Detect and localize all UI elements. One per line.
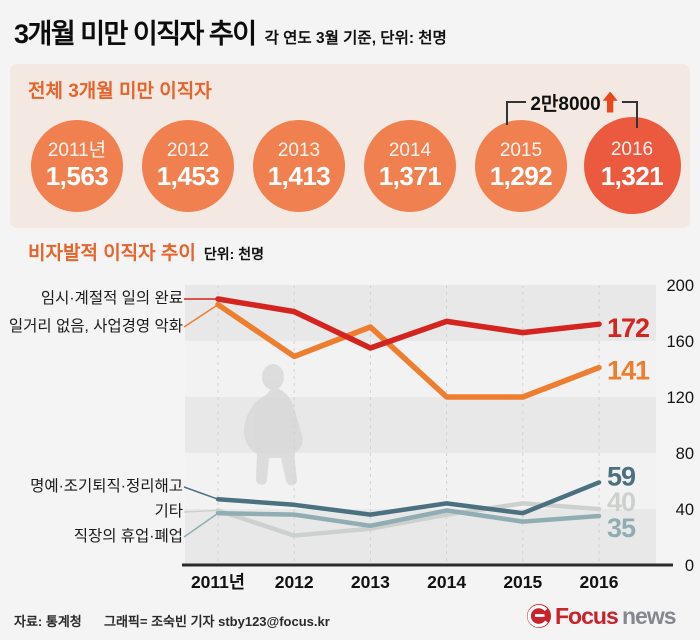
circle-year: 2013 — [277, 139, 321, 161]
source-text: 자료: 통계청 — [14, 614, 82, 629]
logo-icon — [527, 604, 551, 628]
x-tick-label: 2016 — [580, 572, 619, 592]
series-line-4 — [215, 508, 602, 529]
page-title: 3개월 미만 이직자 추이 — [14, 19, 257, 49]
x-tick-label: 2011년 — [191, 572, 245, 592]
y-tick-label: 0 — [685, 557, 694, 575]
y-tick-label: 160 — [666, 333, 694, 351]
series-label-temporary-seasonal: 임시·계절적 일의 완료 — [40, 290, 183, 307]
x-tick-label: 2012 — [275, 572, 314, 592]
circle-value: 1,292 — [489, 161, 553, 192]
circle-year: 2015 — [499, 139, 543, 161]
line-chart: 임시·계절적 일의 완료 일거리 없음, 사업경영 악화 명예·조기퇴직·정리해… — [0, 270, 700, 600]
summary-panel-title: 전체 3개월 미만 이직자 — [28, 81, 212, 102]
series-end-value: 141 — [607, 356, 650, 386]
x-tick-label: 2015 — [503, 572, 542, 592]
year-circle: 2011년 1,563 — [31, 120, 123, 212]
circle-value: 1,453 — [156, 161, 220, 192]
page-subtitle: 각 연도 3월 기준, 단위: 천명 — [264, 30, 447, 47]
year-circle: 2016 1,321 — [583, 117, 681, 214]
focusnews-logo: Focus news — [527, 603, 677, 629]
person-silhouette — [243, 364, 303, 486]
leader-line — [183, 509, 219, 513]
x-tick-label: 2014 — [427, 572, 466, 592]
series-end-value: 59 — [607, 461, 636, 491]
y-tick-label: 40 — [676, 501, 694, 519]
series-label-early-retirement: 명예·조기퇴직·정리해고 — [30, 478, 183, 495]
series-end-value: 172 — [607, 313, 649, 343]
series-end-value: 35 — [607, 513, 636, 543]
circle-value: 1,321 — [600, 160, 664, 191]
bracket-left — [506, 101, 526, 125]
y-tick-label: 120 — [666, 389, 694, 407]
plot-band — [185, 341, 656, 397]
series-label-no-work: 일거리 없음, 사업경영 악화 — [8, 318, 183, 335]
x-tick-label: 2013 — [351, 572, 390, 592]
chart-canvas: 200 160 120 80 40 0 2011년 2012 2013 2014 2015 2016 1… — [182, 277, 694, 592]
logo-brand-text: Focus — [555, 603, 618, 629]
up-arrow-icon — [602, 91, 618, 113]
series-label-other: 기타 — [154, 503, 183, 520]
circle-year: 2011년 — [47, 139, 107, 161]
bracket-right — [622, 101, 638, 128]
series-line-1 — [215, 301, 602, 400]
plot-layer: 200 160 120 80 40 0 2011년 2012 2013 2014 2015 2016 1… — [182, 277, 694, 592]
circle-year: 2014 — [388, 139, 432, 161]
year-circle: 2015 1,292 — [475, 120, 567, 212]
increase-annotation-label: 2만8000 — [530, 93, 601, 115]
series-line-2 — [215, 480, 602, 517]
increase-annotation: 2만8000 — [502, 90, 642, 130]
series-end-value: 40 — [607, 487, 635, 517]
year-circle: 2013 1,413 — [253, 120, 345, 212]
logo-suffix-text: news — [622, 603, 676, 629]
leader-line — [183, 512, 219, 538]
year-circle: 2012 1,453 — [142, 120, 234, 212]
chart-section-header: 비자발적 이직자 추이 단위: 천명 — [28, 238, 264, 265]
leader-line — [183, 303, 219, 328]
circle-year: 2012 — [166, 139, 210, 161]
chart-unit-label: 단위: 천명 — [203, 246, 264, 262]
y-tick-label: 80 — [676, 445, 694, 463]
series-line-0 — [215, 296, 602, 351]
series-line-3 — [215, 501, 602, 538]
summary-panel: 전체 3개월 미만 이직자 2011년 1,563 2012 1,453 2013 1,4… — [10, 64, 690, 228]
circle-value: 1,413 — [267, 161, 331, 192]
circle-value: 1,371 — [378, 161, 442, 192]
circle-year: 2016 — [610, 139, 654, 161]
credit-text: 그래픽= 조숙빈 기자 stby123@focus.kr — [104, 614, 330, 629]
circle-value: 1,563 — [45, 161, 109, 192]
y-tick-label: 200 — [666, 277, 694, 295]
series-label-closure: 직장의 휴업·폐업 — [73, 528, 183, 545]
header: 3개월 미만 이직자 추이 각 연도 3월 기준, 단위: 천명 — [14, 12, 447, 51]
chart-section-title: 비자발적 이직자 추이 — [28, 243, 196, 264]
leader-line — [183, 486, 219, 500]
year-circle: 2014 1,371 — [364, 120, 456, 212]
